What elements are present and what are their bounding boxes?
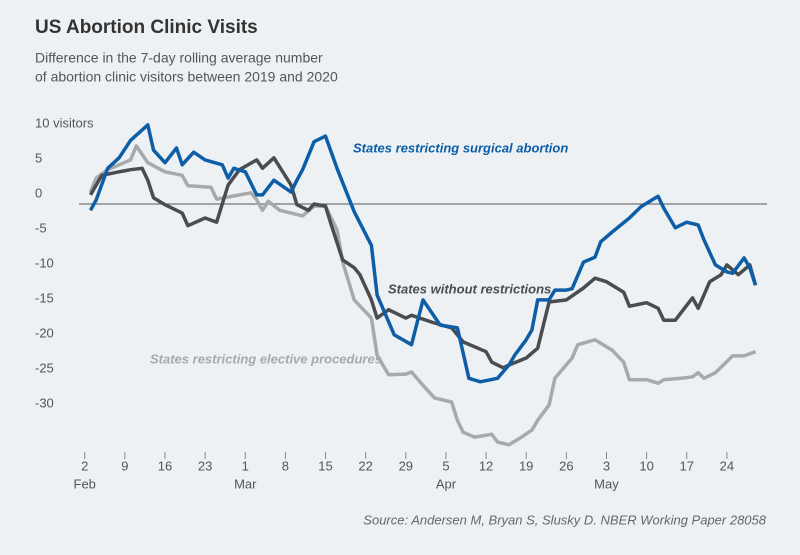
- x-tick-label: 22: [358, 458, 372, 473]
- series-label: States restricting surgical abortion: [353, 140, 568, 155]
- x-tick-label: 15: [318, 458, 332, 473]
- month-label: Feb: [74, 476, 96, 491]
- month-label: Apr: [436, 476, 457, 491]
- x-tick-label: 3: [603, 458, 610, 473]
- source-note: Source: Andersen M, Bryan S, Slusky D. N…: [363, 512, 766, 527]
- x-tick-label: 10: [639, 458, 653, 473]
- series-line: [88, 123, 758, 384]
- x-tick-label: 1: [242, 458, 249, 473]
- y-tick-label: 10 visitors: [35, 115, 94, 130]
- y-tick-label: -20: [35, 325, 54, 340]
- month-label: Mar: [234, 476, 257, 491]
- x-tick-label: 26: [559, 458, 573, 473]
- y-tick-label: -15: [35, 290, 54, 305]
- series-line: [88, 144, 757, 447]
- x-tick-label: 2: [81, 458, 88, 473]
- series-label: States without restrictions: [388, 281, 551, 296]
- chart-subtitle: of abortion clinic visitors between 2019…: [35, 69, 338, 85]
- month-label: May: [594, 476, 619, 491]
- chart-title: US Abortion Clinic Visits: [35, 17, 258, 38]
- x-tick-label: 17: [679, 458, 693, 473]
- x-tick-label: 23: [198, 458, 212, 473]
- series-label: States restricting elective procedures: [150, 351, 382, 366]
- y-tick-label: 0: [35, 185, 42, 200]
- x-tick-label: 24: [720, 458, 734, 473]
- y-tick-label: -25: [35, 360, 54, 375]
- series-line: [88, 156, 758, 370]
- y-tick-label: -10: [35, 255, 54, 270]
- x-tick-label: 8: [282, 458, 289, 473]
- x-tick-label: 29: [399, 458, 413, 473]
- x-tick-label: 5: [442, 458, 449, 473]
- y-tick-label: -30: [35, 395, 54, 410]
- y-tick-label: 5: [35, 150, 42, 165]
- x-tick-label: 12: [479, 458, 493, 473]
- x-tick-label: 16: [158, 458, 172, 473]
- x-tick-label: 9: [121, 458, 128, 473]
- chart-subtitle: Difference in the 7-day rolling average …: [35, 50, 323, 66]
- y-tick-label: -5: [35, 220, 47, 235]
- x-tick-label: 19: [519, 458, 533, 473]
